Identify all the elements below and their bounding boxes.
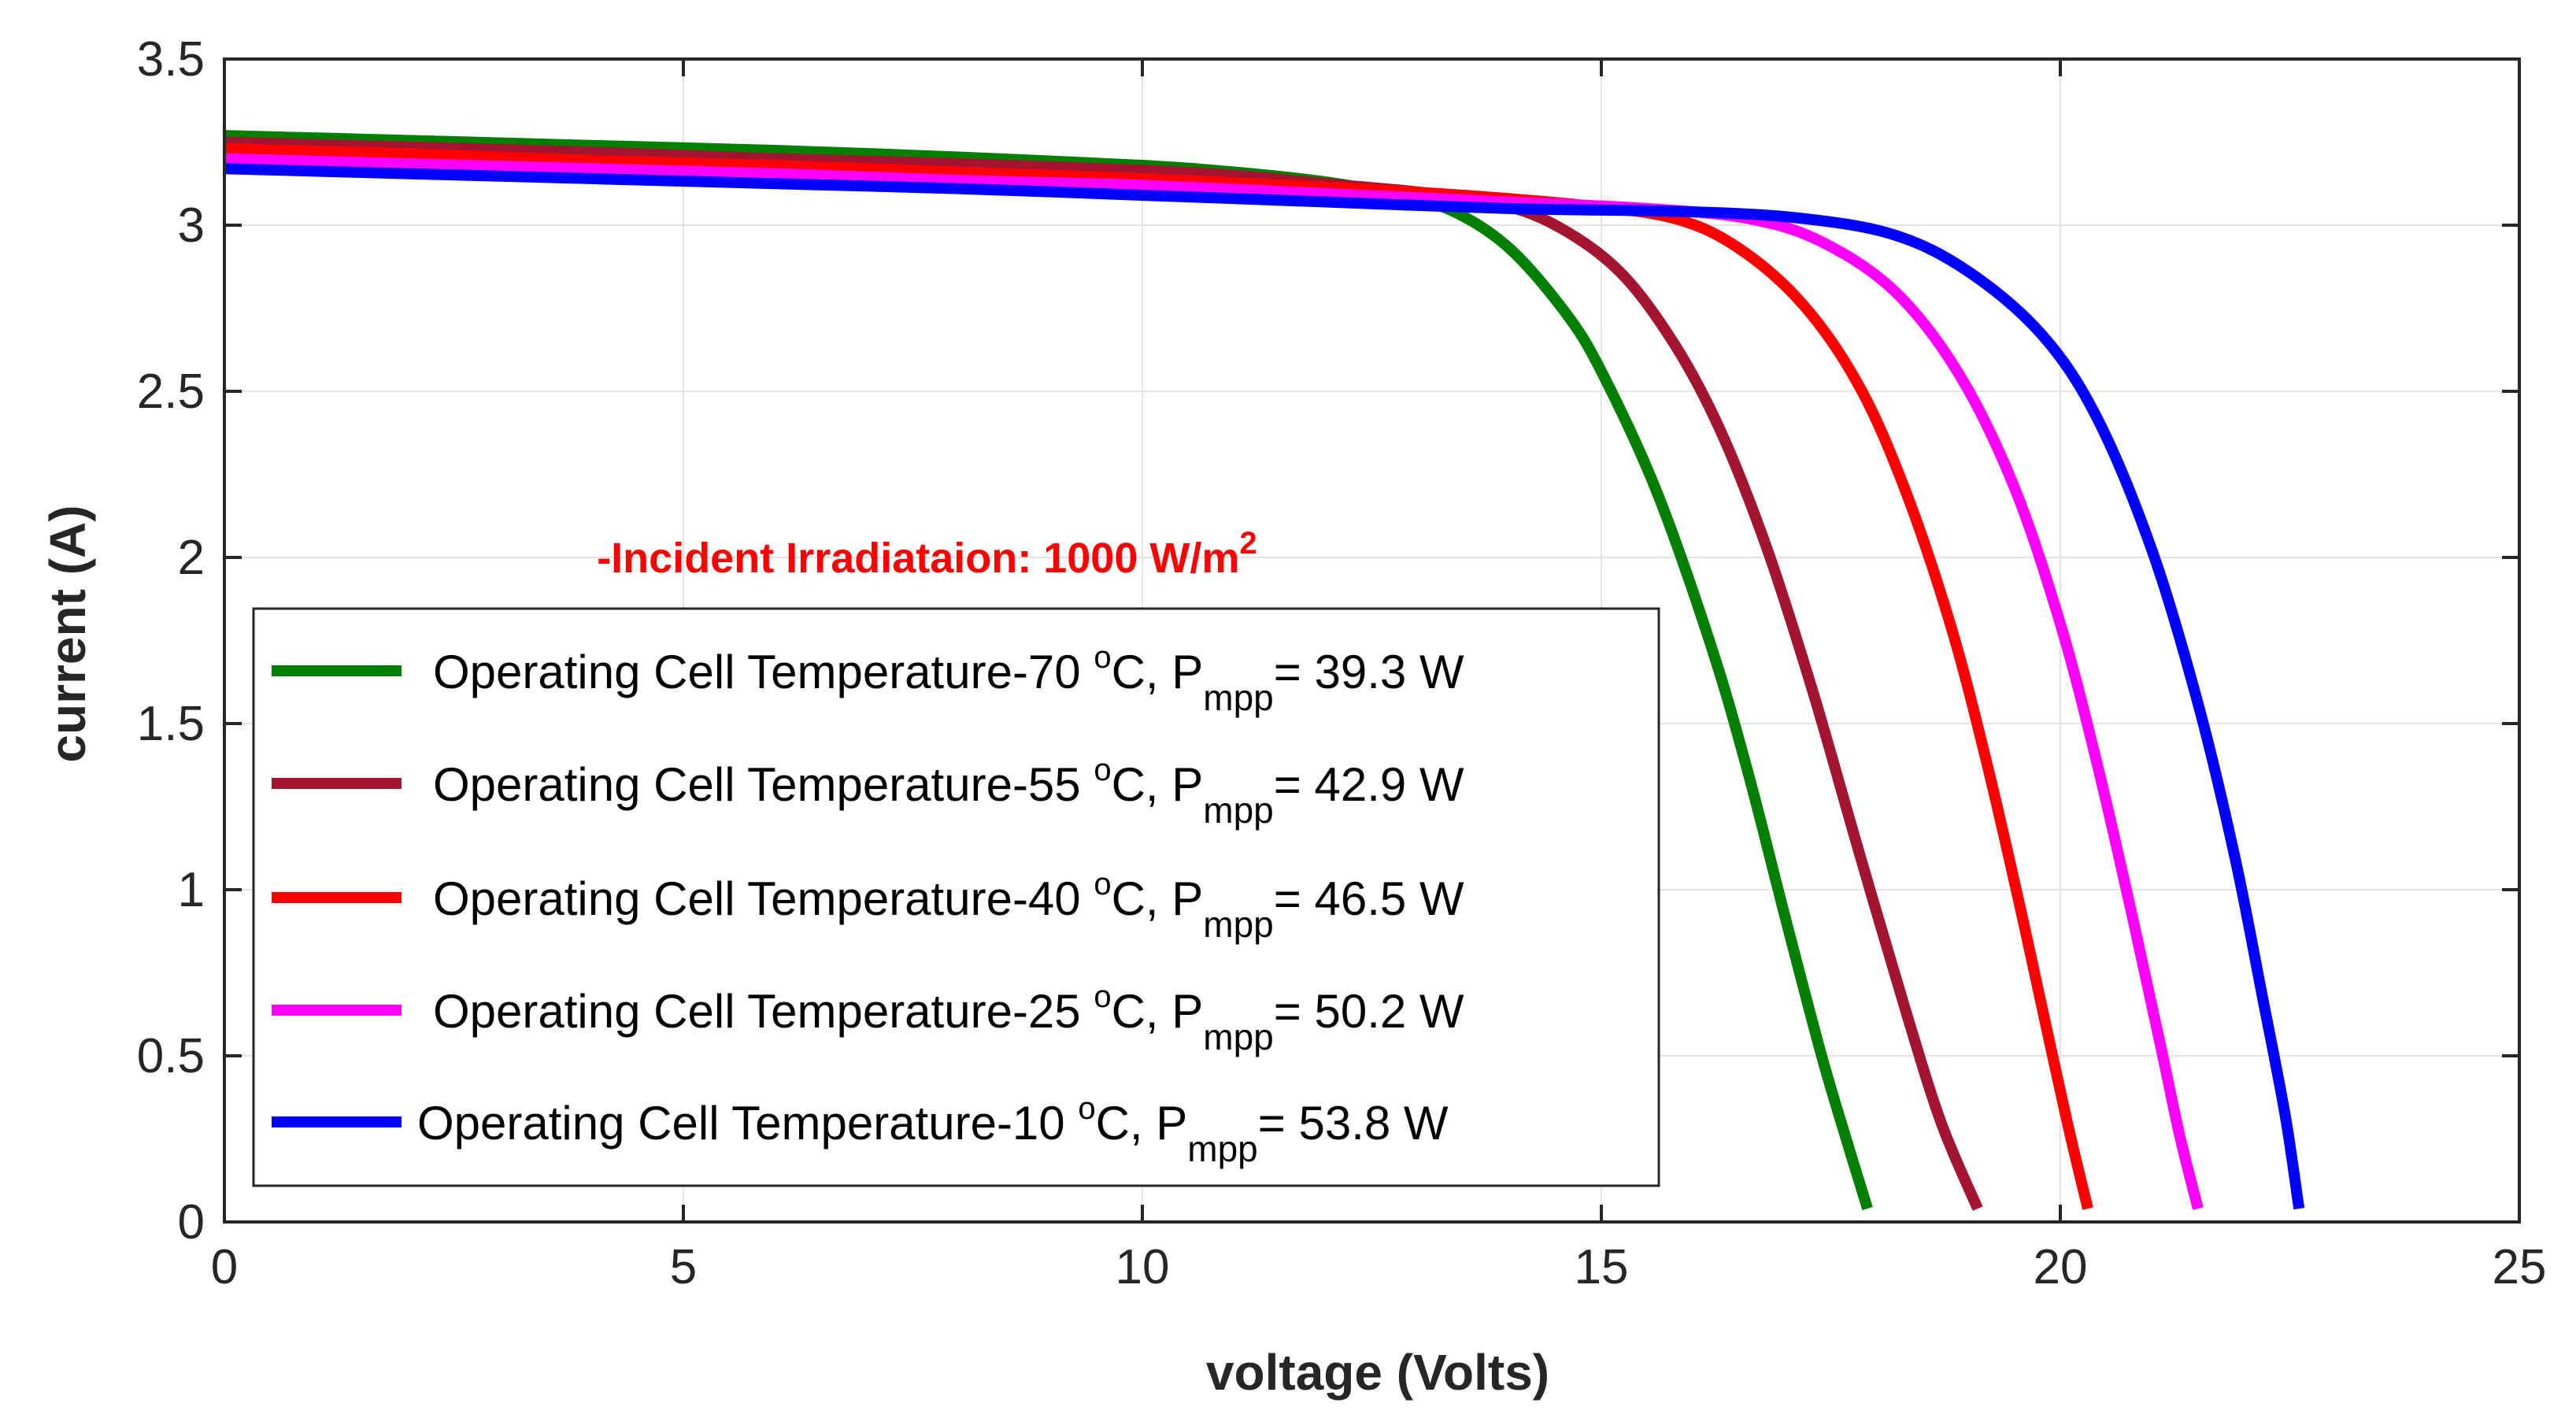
y-tick-label: 0: [178, 1195, 205, 1250]
legend-label-main: Operating Cell Temperature-40: [433, 872, 1094, 925]
irradiance-annotation-sup: 2: [1239, 526, 1257, 561]
y-axis-title: current (A): [39, 505, 96, 762]
legend-label-mid: C, P: [1096, 1097, 1188, 1150]
legend-label-sup: o: [1094, 753, 1111, 787]
legend-label-tail: = 39.3 W: [1274, 646, 1464, 698]
series-curves: [224, 130, 2305, 1211]
legend-box: [252, 607, 1660, 1187]
legend-label: Operating Cell Temperature-10 oC, Pmpp= …: [417, 1091, 1449, 1169]
x-tick-label: 5: [670, 1240, 697, 1294]
irradiance-annotation-text: -Incident Irradiataion: 1000 W/m: [597, 535, 1239, 582]
x-tick-label: 0: [211, 1240, 238, 1294]
legend-label-sup: o: [1078, 1091, 1095, 1126]
legend-label-sup: o: [1094, 979, 1111, 1014]
y-tick-label: 3: [178, 198, 205, 253]
legend-label-sup: o: [1094, 640, 1111, 675]
legend-label: Operating Cell Temperature-25 oC, Pmpp= …: [433, 979, 1464, 1057]
axis-ticks: [223, 57, 2521, 1224]
legend-label-main: Operating Cell Temperature-25: [433, 985, 1094, 1038]
plot-frame: [223, 57, 2521, 1224]
legend-label-main: Operating Cell Temperature-55: [433, 758, 1094, 811]
x-tick-label: 25: [2493, 1240, 2547, 1294]
legend: Operating Cell Temperature-70 oC, Pmpp= …: [252, 607, 1660, 1187]
x-axis-title: voltage (Volts): [1206, 1344, 1549, 1401]
x-tick-label: 20: [2034, 1240, 2088, 1294]
legend-label: Operating Cell Temperature-55 oC, Pmpp= …: [433, 753, 1464, 831]
legend-label-mid: C, P: [1112, 872, 1204, 925]
legend-label-mid: C, P: [1112, 646, 1204, 698]
legend-label-sub: mpp: [1187, 1128, 1257, 1169]
legend-label-tail: = 42.9 W: [1274, 758, 1464, 811]
x-tick-label: 10: [1116, 1240, 1170, 1294]
y-tick-label: 0.5: [137, 1029, 205, 1083]
y-tick-label: 2.5: [137, 365, 205, 419]
y-tick-label: 1: [178, 863, 205, 917]
legend-label: Operating Cell Temperature-70 oC, Pmpp= …: [433, 640, 1464, 718]
legend-label-sub: mpp: [1203, 904, 1273, 945]
legend-label-main: Operating Cell Temperature-10: [417, 1097, 1078, 1150]
legend-label-sub: mpp: [1203, 790, 1273, 831]
legend-label-main: Operating Cell Temperature-70: [433, 646, 1094, 698]
legend-label-tail: = 50.2 W: [1274, 985, 1464, 1038]
legend-label-mid: C, P: [1112, 758, 1204, 811]
series-line: [224, 163, 2305, 1210]
legend-label: Operating Cell Temperature-40 oC, Pmpp= …: [433, 867, 1464, 945]
irradiance-annotation: -Incident Irradiataion: 1000 W/m2: [597, 526, 1257, 582]
legend-label-sup: o: [1094, 867, 1111, 902]
legend-label-sub: mpp: [1203, 677, 1273, 718]
legend-label-mid: C, P: [1112, 985, 1204, 1038]
legend-label-sub: mpp: [1203, 1016, 1273, 1057]
legend-label-tail: = 53.8 W: [1258, 1097, 1449, 1150]
tick-labels: 0 5 10 15 20 25 0 0.5 1 1.5 2 2.5 3 3.5: [137, 32, 2547, 1294]
y-tick-label: 3.5: [137, 32, 205, 87]
x-tick-label: 15: [1575, 1240, 1629, 1294]
legend-label-tail: = 46.5 W: [1274, 872, 1464, 925]
y-tick-label: 2: [178, 531, 205, 585]
y-tick-label: 1.5: [137, 697, 205, 751]
